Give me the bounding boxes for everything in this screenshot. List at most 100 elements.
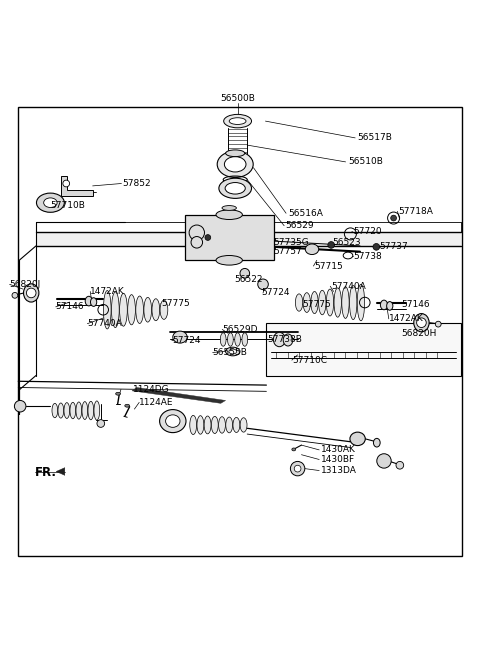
- Text: 57718A: 57718A: [398, 207, 433, 216]
- Ellipse shape: [111, 292, 119, 328]
- Ellipse shape: [283, 334, 293, 346]
- Ellipse shape: [76, 402, 82, 419]
- Circle shape: [435, 321, 441, 327]
- Ellipse shape: [225, 183, 245, 194]
- Ellipse shape: [216, 210, 242, 219]
- Circle shape: [14, 400, 26, 412]
- Ellipse shape: [211, 417, 218, 434]
- Circle shape: [294, 465, 301, 472]
- Ellipse shape: [273, 332, 285, 346]
- Ellipse shape: [350, 432, 365, 445]
- Ellipse shape: [144, 297, 152, 322]
- Ellipse shape: [349, 286, 357, 320]
- Ellipse shape: [226, 417, 233, 433]
- Ellipse shape: [103, 291, 111, 329]
- Ellipse shape: [334, 288, 341, 317]
- Ellipse shape: [342, 287, 349, 318]
- Circle shape: [377, 454, 391, 468]
- Circle shape: [63, 180, 70, 187]
- Ellipse shape: [85, 296, 92, 306]
- Text: 1124DG: 1124DG: [133, 385, 170, 394]
- Text: 56500B: 56500B: [220, 94, 255, 103]
- Polygon shape: [132, 388, 226, 403]
- Text: 57737: 57737: [379, 242, 408, 252]
- Polygon shape: [56, 468, 65, 476]
- Text: 1430AK: 1430AK: [321, 445, 356, 455]
- Ellipse shape: [159, 409, 186, 432]
- Ellipse shape: [229, 349, 237, 354]
- Ellipse shape: [224, 115, 252, 128]
- Ellipse shape: [36, 193, 64, 212]
- Ellipse shape: [82, 402, 88, 419]
- Circle shape: [189, 225, 204, 240]
- Ellipse shape: [218, 417, 226, 433]
- Ellipse shape: [391, 215, 396, 221]
- Text: 56510B: 56510B: [348, 157, 383, 166]
- Text: 56529D: 56529D: [222, 325, 258, 334]
- Text: FR.: FR.: [35, 466, 57, 479]
- Ellipse shape: [58, 403, 64, 418]
- Ellipse shape: [311, 291, 318, 314]
- Ellipse shape: [216, 255, 242, 265]
- Ellipse shape: [305, 244, 319, 255]
- Text: 56523: 56523: [333, 238, 361, 247]
- Ellipse shape: [380, 300, 388, 310]
- Ellipse shape: [319, 290, 326, 315]
- Ellipse shape: [52, 403, 58, 418]
- Ellipse shape: [292, 448, 296, 451]
- Text: 57720: 57720: [353, 227, 382, 236]
- Bar: [36, 233, 461, 246]
- Ellipse shape: [217, 151, 253, 178]
- Text: 56820J: 56820J: [10, 280, 41, 289]
- Bar: [266, 323, 461, 375]
- Text: 57710B: 57710B: [50, 200, 85, 210]
- Circle shape: [396, 461, 404, 469]
- Ellipse shape: [357, 284, 365, 321]
- Text: 57715: 57715: [314, 261, 343, 271]
- Text: 56555B: 56555B: [213, 348, 248, 357]
- Text: 57757: 57757: [274, 247, 302, 256]
- Circle shape: [373, 244, 380, 250]
- Text: 57738B: 57738B: [267, 335, 302, 344]
- Circle shape: [97, 420, 105, 427]
- Ellipse shape: [197, 416, 204, 434]
- Ellipse shape: [90, 298, 97, 307]
- Ellipse shape: [70, 402, 76, 419]
- Polygon shape: [61, 176, 93, 195]
- Ellipse shape: [173, 331, 187, 343]
- Ellipse shape: [136, 296, 144, 324]
- Ellipse shape: [166, 415, 180, 427]
- Text: 57146: 57146: [56, 303, 84, 311]
- Ellipse shape: [222, 206, 236, 210]
- Text: 57735G: 57735G: [274, 238, 309, 246]
- Ellipse shape: [229, 118, 246, 124]
- Ellipse shape: [128, 295, 135, 325]
- Text: 56820H: 56820H: [401, 329, 437, 338]
- Ellipse shape: [228, 333, 233, 346]
- Text: 57724: 57724: [172, 336, 200, 345]
- Ellipse shape: [373, 438, 380, 447]
- Ellipse shape: [94, 401, 100, 420]
- Text: 56522: 56522: [234, 275, 263, 284]
- Ellipse shape: [125, 404, 130, 407]
- Text: 57146: 57146: [401, 300, 430, 309]
- Ellipse shape: [414, 314, 429, 332]
- Ellipse shape: [152, 299, 160, 321]
- Ellipse shape: [258, 279, 268, 290]
- Ellipse shape: [326, 289, 334, 316]
- Circle shape: [26, 288, 36, 298]
- Text: 57775: 57775: [162, 299, 191, 308]
- Ellipse shape: [240, 418, 247, 432]
- Text: 57724: 57724: [262, 288, 290, 297]
- Text: 57738: 57738: [353, 252, 382, 261]
- Text: 56516A: 56516A: [288, 209, 323, 217]
- Text: 57710C: 57710C: [292, 356, 327, 365]
- Ellipse shape: [120, 293, 127, 326]
- Text: 57740A: 57740A: [87, 319, 122, 328]
- Text: 56517B: 56517B: [358, 134, 393, 142]
- Ellipse shape: [224, 157, 246, 172]
- Ellipse shape: [242, 333, 248, 346]
- Text: 1430BF: 1430BF: [321, 455, 355, 464]
- Ellipse shape: [88, 402, 94, 420]
- Ellipse shape: [44, 198, 57, 208]
